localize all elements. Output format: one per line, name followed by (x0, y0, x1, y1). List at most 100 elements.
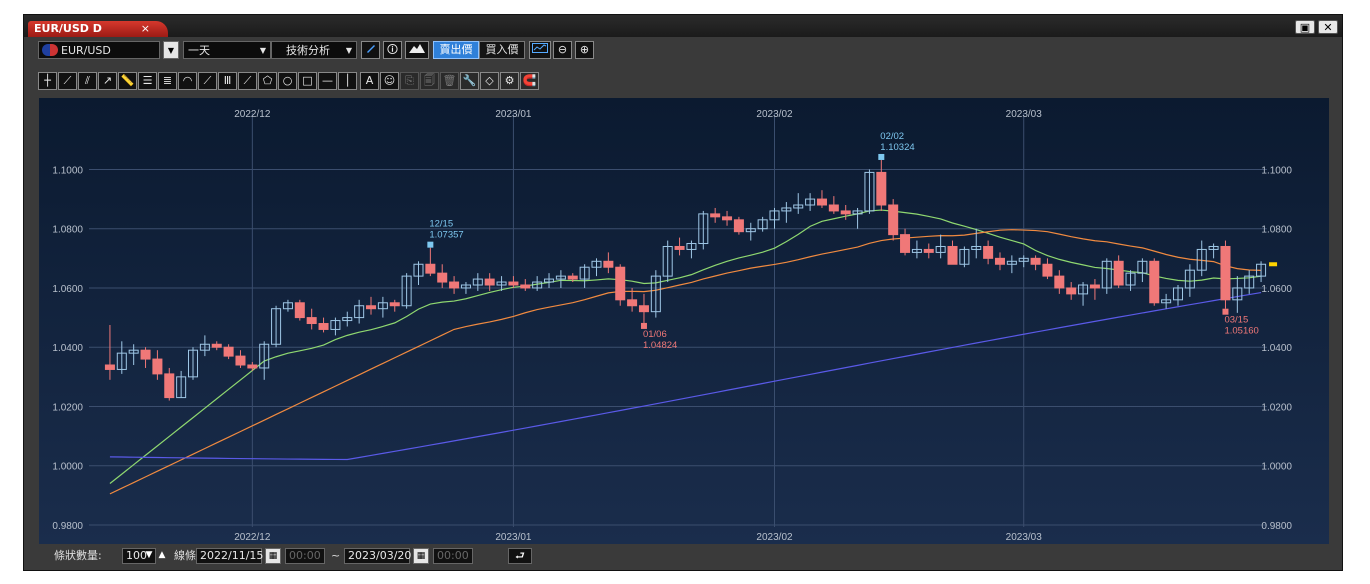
candle-body (508, 281, 519, 286)
candle-body (852, 210, 863, 215)
vertical-line-icon[interactable]: │ (338, 72, 357, 90)
horizontal-lines-icon[interactable]: ☰ (138, 72, 157, 90)
candle-body (662, 245, 673, 277)
candle-body (805, 198, 816, 206)
candle-body (567, 275, 578, 280)
properties-icon[interactable]: ⚙ (500, 72, 519, 90)
candle-body (923, 248, 934, 253)
chart-area[interactable]: 1.1000 1.1000 1.0800 1.0800 1.0600 1.0600 1.04… (39, 98, 1329, 544)
chart-type-icon[interactable] (529, 41, 551, 59)
candle-body (840, 210, 851, 215)
candle-body (828, 204, 839, 212)
bar-count-select[interactable]: 100 (122, 548, 156, 564)
vertical-lines-icon[interactable]: Ⅲ (218, 72, 237, 90)
candle-body (686, 243, 697, 250)
x-tick-label-bottom: 2023/02 (756, 532, 793, 543)
chevron-down-icon[interactable]: ▼ (145, 550, 153, 560)
text-icon[interactable]: A (360, 72, 379, 90)
candle-body (1018, 257, 1029, 262)
candle-body (1042, 263, 1053, 277)
start-time-field[interactable]: 00:00 (285, 548, 325, 564)
pencil-icon[interactable] (361, 41, 380, 59)
chart-window: EUR/USD D × ▣ ✕ EUR/USD ▼ 一天 ▼ 技術分析 ▼ 🛈 … (23, 14, 1343, 571)
period-label: 一天 (188, 44, 210, 57)
candle-body (757, 219, 768, 230)
restore-icon[interactable]: ▣ (1295, 20, 1315, 34)
candle-body (650, 275, 661, 313)
circle-icon[interactable]: ○ (278, 72, 297, 90)
status-bar: 條狀數量: 100 ▼ ▲ 線條 2022/11/15 ▦ 00:00 ~ 20… (24, 545, 1342, 569)
candle-body (1184, 269, 1195, 289)
crosshair-icon[interactable]: ┼ (38, 72, 57, 90)
delete-icon[interactable]: 🗐 (420, 72, 439, 90)
chevron-up-icon[interactable]: ▲ (158, 550, 166, 560)
magnet-icon[interactable]: 🧲 (520, 72, 539, 90)
period-select[interactable]: 一天 ▼ (183, 41, 271, 59)
price-chart[interactable]: 1.1000 1.1000 1.0800 1.0800 1.0600 1.0600 1.04… (39, 98, 1329, 544)
candle-body (1125, 272, 1136, 286)
delete-all-icon[interactable]: 🗑 (440, 72, 459, 90)
ma-short-line (109, 209, 1262, 484)
ask-price-button[interactable]: 買入價 (479, 41, 525, 59)
candle-body (745, 228, 756, 233)
candle-body (1149, 260, 1160, 304)
candle-body (674, 245, 685, 250)
analysis-select[interactable]: 技術分析 ▼ (271, 41, 357, 59)
candle-body (1078, 284, 1089, 295)
start-date-field[interactable]: 2022/11/15 (196, 548, 263, 564)
candle-body (900, 234, 911, 253)
annotation-price: 1.07357 (429, 230, 463, 241)
y-tick-label-right: 1.0800 (1261, 225, 1292, 236)
copy-icon[interactable]: ⎘ (400, 72, 419, 90)
symbol-select[interactable]: EUR/USD (38, 41, 160, 59)
calendar-icon[interactable]: ▦ (265, 548, 281, 564)
info-icon[interactable]: 🛈 (383, 41, 402, 59)
candle-body (983, 245, 994, 259)
line-icon[interactable]: ⟋ (58, 72, 77, 90)
zoom-in-icon[interactable]: ⊕ (575, 41, 594, 59)
symbol-dropdown-icon[interactable]: ▼ (163, 41, 179, 59)
candle-body (888, 204, 899, 236)
eraser-icon[interactable]: ◇ (480, 72, 499, 90)
drawing-toolbar: ┼ ⟋ ⫽ ↗ 📏 ☰ ≣ ◠ ⟋ Ⅲ ⟋ ⬠ ○ □ — │ A ☺ ⎘ 🗐 🗑 🔧 ◇ ⚙ 🧲 (38, 72, 1238, 94)
apply-icon[interactable]: ⮐ (508, 548, 532, 564)
mountain-chart-icon[interactable] (405, 41, 429, 59)
parallel-line-icon[interactable]: ⫽ (78, 72, 97, 90)
settings-icon[interactable]: 🔧 (460, 72, 479, 90)
end-time-field[interactable]: 00:00 (433, 548, 473, 564)
candle-body (104, 364, 115, 370)
tab-close-icon[interactable]: × (140, 22, 150, 35)
icon-icon[interactable]: ☺ (380, 72, 399, 90)
candle-body (816, 198, 827, 206)
candle-body (947, 245, 958, 265)
candle-body (1054, 275, 1065, 289)
annotation-marker (878, 153, 885, 160)
fib-arc-icon[interactable]: ◠ (178, 72, 197, 90)
rectangle-icon[interactable]: □ (298, 72, 317, 90)
end-date-field[interactable]: 2023/03/20 (344, 548, 411, 564)
range-label: 線條 (174, 549, 196, 562)
bid-price-button[interactable]: 賣出價 (433, 41, 479, 59)
gann-fan-icon[interactable]: ⟋ (238, 72, 257, 90)
candle-body (971, 245, 982, 250)
horizontal-line-icon[interactable]: — (318, 72, 337, 90)
x-tick-label-top: 2022/12 (234, 109, 271, 120)
ray-icon[interactable]: ↗ (98, 72, 117, 90)
y-tick-label-left: 0.9800 (52, 521, 83, 532)
candle-body (176, 376, 187, 399)
candle-body (496, 281, 507, 286)
close-icon[interactable]: ✕ (1318, 20, 1338, 34)
candle-body (1161, 299, 1172, 304)
chart-tab[interactable]: EUR/USD D × (28, 21, 168, 37)
fib-fan-icon[interactable]: ⟋ (198, 72, 217, 90)
calendar-icon[interactable]: ▦ (413, 548, 429, 564)
candle-body (603, 260, 614, 268)
pentagon-icon[interactable]: ⬠ (258, 72, 277, 90)
candle-body (1089, 284, 1100, 289)
ruler-icon[interactable]: 📏 (118, 72, 137, 90)
fibonacci-icon[interactable]: ≣ (158, 72, 177, 90)
candle-body (247, 364, 258, 369)
candle-body (140, 349, 151, 360)
candle-body (1232, 287, 1243, 301)
zoom-out-icon[interactable]: ⊖ (553, 41, 572, 59)
